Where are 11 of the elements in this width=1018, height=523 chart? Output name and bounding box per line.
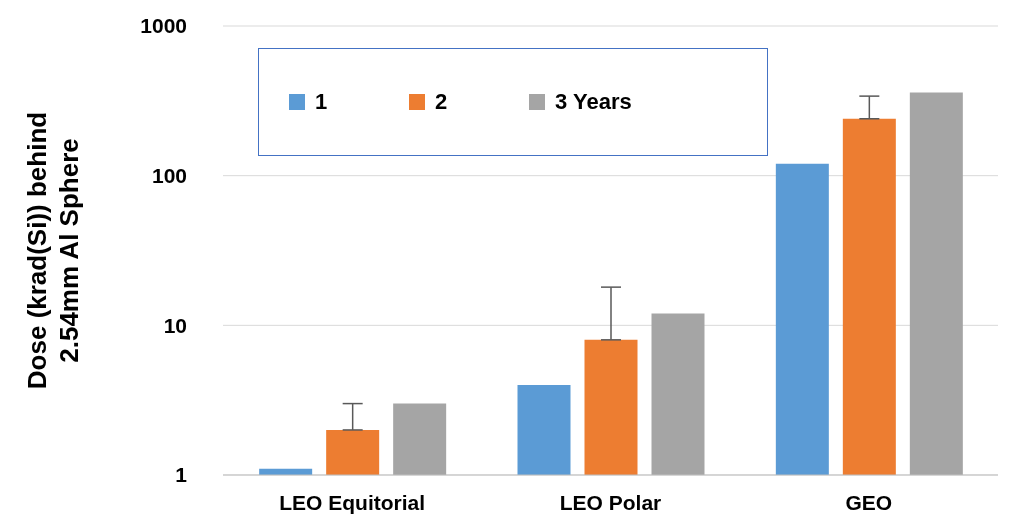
y-tick-label: 10	[163, 313, 187, 337]
legend-label: 3 Years	[555, 89, 632, 115]
x-tick-label: LEO Polar	[559, 490, 662, 514]
x-tick-label: LEO Equitorial	[279, 490, 426, 514]
legend-label: 1	[315, 89, 328, 115]
y-tick-label: 100	[151, 164, 187, 188]
x-tick-label: GEO	[845, 490, 893, 514]
y-tick-label: 1	[175, 463, 188, 487]
legend-label: 2	[435, 89, 448, 115]
y-tick-label: 1000	[140, 14, 187, 38]
y-axis-title: Dose (krad(Si)) behind 2.54mm Al Sphere	[22, 111, 84, 390]
